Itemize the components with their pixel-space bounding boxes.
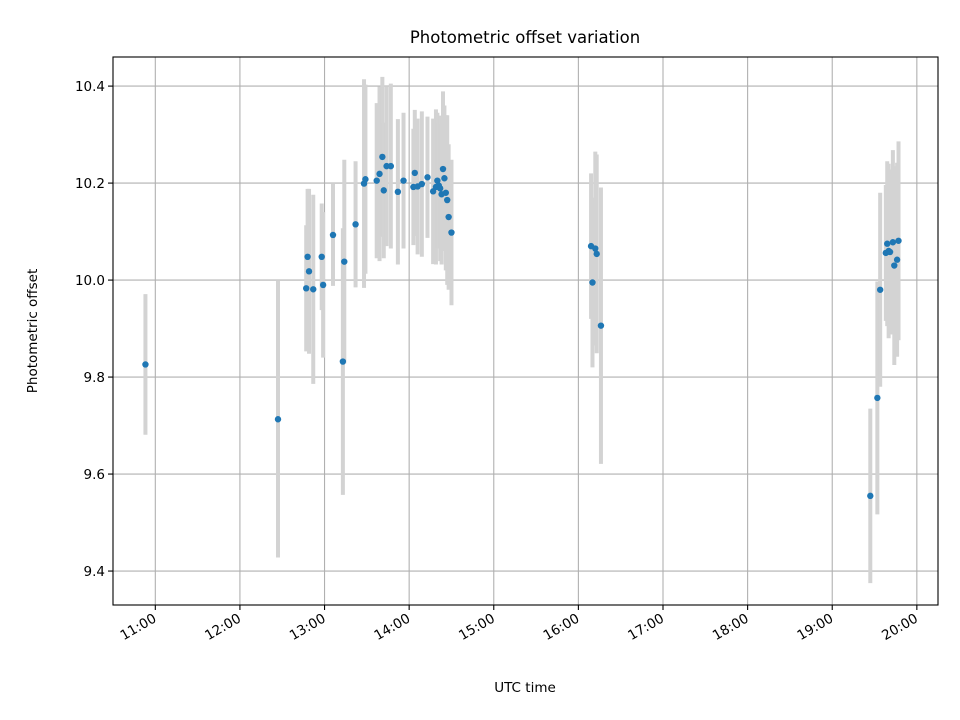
data-point (436, 185, 444, 192)
data-point (439, 165, 447, 173)
data-point (373, 177, 380, 184)
y-tick-label: 9.6 (84, 467, 105, 483)
data-point (876, 286, 884, 293)
data-point (874, 394, 881, 402)
data-point (884, 240, 891, 247)
data-point (387, 162, 395, 170)
data-point (893, 256, 901, 263)
data-point (310, 286, 317, 293)
data-point (592, 245, 599, 252)
data-point (380, 187, 387, 194)
x-tick-label: 17:00 (625, 611, 667, 644)
y-tick-label: 9.8 (84, 370, 105, 386)
data-point (891, 262, 898, 269)
data-point (448, 229, 455, 236)
y-tick-label: 10.2 (75, 176, 105, 192)
x-tick-label: 16:00 (541, 611, 583, 644)
axis-ticks: 11:00 12:00 13:00 14:00 15:00 16:00 17:00 18:00… (75, 79, 921, 644)
data-point (895, 237, 902, 244)
data-point (303, 285, 310, 292)
data-point (341, 258, 348, 265)
data-point (394, 188, 402, 196)
data-point (444, 196, 451, 204)
x-tick-label: 11:00 (118, 611, 160, 644)
x-tick-label: 20:00 (879, 611, 921, 644)
x-tick-label: 12:00 (202, 611, 244, 644)
y-tick-label: 9.4 (84, 564, 105, 580)
y-tick-label: 10.4 (75, 79, 105, 95)
data-point (304, 253, 311, 261)
y-tick-label: 10.0 (75, 273, 105, 289)
data-point (593, 250, 600, 258)
data-point (362, 176, 369, 183)
data-point (597, 322, 605, 329)
x-tick-label: 14:00 (371, 611, 413, 644)
data-point (434, 177, 441, 184)
data-point (305, 268, 313, 275)
grid-lines (113, 57, 938, 605)
data-point (329, 231, 337, 239)
data-point (352, 221, 359, 228)
data-point (274, 416, 282, 423)
x-tick-label: 19:00 (795, 611, 837, 644)
data-point (889, 239, 897, 246)
data-point (589, 279, 596, 286)
data-points (142, 153, 902, 500)
data-point (319, 281, 327, 289)
x-tick-label: 18:00 (710, 611, 752, 644)
x-tick-label: 15:00 (456, 611, 498, 644)
data-point (411, 169, 418, 177)
data-point (445, 213, 452, 221)
x-axis-label: UTC time (494, 680, 556, 696)
data-point (867, 492, 874, 500)
data-point (379, 153, 386, 161)
data-point (400, 177, 407, 184)
data-point (442, 189, 450, 196)
plot-frame (112, 56, 939, 606)
data-point (376, 170, 383, 178)
chart-title: Photometric offset variation (410, 28, 640, 47)
y-axis-label: Photometric offset (25, 269, 41, 393)
data-point (339, 358, 347, 365)
data-point (441, 175, 448, 182)
data-point (424, 174, 431, 181)
data-point (318, 253, 325, 261)
data-point (142, 361, 149, 368)
error-bars (143, 76, 901, 584)
x-tick-label: 13:00 (287, 611, 329, 644)
data-point (418, 180, 426, 188)
data-point (886, 248, 894, 256)
